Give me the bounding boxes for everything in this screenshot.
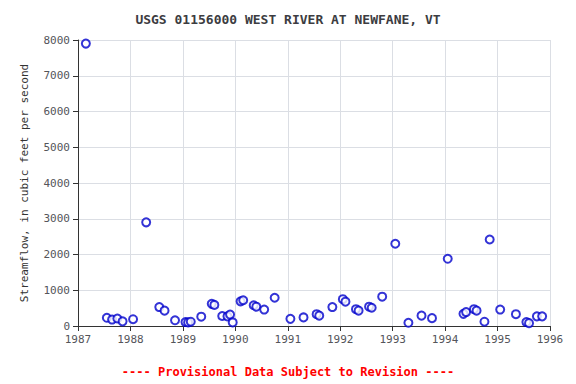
svg-text:2000: 2000 [44,248,71,261]
svg-text:8000: 8000 [44,34,71,47]
svg-text:3000: 3000 [44,212,71,225]
svg-text:7000: 7000 [44,69,71,82]
svg-text:---- Provisional Data Subject: ---- Provisional Data Subject to Revisio… [122,365,454,379]
svg-text:1995: 1995 [484,333,511,346]
svg-text:6000: 6000 [44,105,71,118]
svg-text:1992: 1992 [327,333,354,346]
svg-text:1994: 1994 [432,333,459,346]
svg-text:0: 0 [63,320,70,333]
svg-text:1990: 1990 [222,333,249,346]
svg-text:1987: 1987 [65,333,92,346]
svg-text:1993: 1993 [379,333,406,346]
svg-text:USGS 01156000 WEST RIVER AT NE: USGS 01156000 WEST RIVER AT NEWFANE, VT [135,12,440,27]
svg-text:1991: 1991 [275,333,302,346]
svg-text:1996: 1996 [537,333,564,346]
svg-text:1000: 1000 [44,284,71,297]
svg-text:1988: 1988 [117,333,144,346]
svg-text:Streamflow, in cubic feet per: Streamflow, in cubic feet per second [18,64,31,302]
svg-text:5000: 5000 [44,141,71,154]
svg-text:1989: 1989 [170,333,197,346]
svg-text:4000: 4000 [44,177,71,190]
